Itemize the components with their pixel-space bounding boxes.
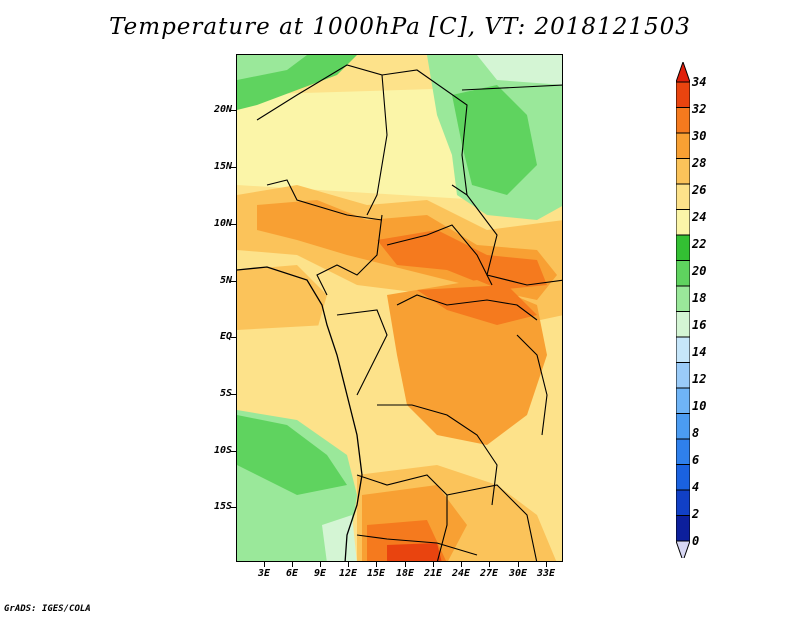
lat-tick (231, 167, 236, 168)
colorbar-swatch (676, 387, 690, 414)
colorbar-label-24: 24 (692, 210, 707, 224)
colorbar-swatch (676, 489, 690, 516)
lon-tick (292, 562, 293, 567)
lat-tick (231, 394, 236, 395)
colorbar-swatch (676, 336, 690, 363)
lon-tick (264, 562, 265, 567)
colorbar-label-12: 12 (692, 372, 707, 386)
map-title: Temperature at 1000hPa [C], VT: 20181215… (109, 14, 691, 40)
lon-tick (348, 562, 349, 567)
lat-tick (231, 507, 236, 508)
colorbar-label-4: 4 (692, 480, 700, 494)
lon-tick (320, 562, 321, 567)
lon-tick (461, 562, 462, 567)
lon-label-6e: 6E (285, 568, 299, 579)
colorbar-label-8: 8 (692, 426, 700, 440)
colorbar-min-triangle (676, 540, 690, 558)
lon-label-12e: 12E (338, 568, 358, 579)
field-south-hottest (387, 543, 442, 561)
colorbar-swatch (676, 311, 690, 338)
field-nw-pale (237, 55, 307, 80)
colorbar (676, 62, 690, 558)
lat-label-15n: 15N (213, 161, 232, 172)
colorbar-swatch (676, 362, 690, 389)
colorbar-label-32: 32 (692, 102, 707, 116)
lon-tick (376, 562, 377, 567)
colorbar-label-0: 0 (692, 534, 700, 548)
lat-label-10n: 10N (213, 218, 232, 229)
lat-tick (231, 281, 236, 282)
colorbar-swatch (676, 515, 690, 542)
colorbar-label-6: 6 (692, 453, 700, 467)
field-atlantic (237, 325, 357, 425)
colorbar-label-2: 2 (692, 507, 700, 521)
lon-tick (546, 562, 547, 567)
colorbar-swatch (676, 413, 690, 440)
lat-tick (231, 110, 236, 111)
colorbar-swatch (676, 438, 690, 465)
lon-tick (433, 562, 434, 567)
colorbar-swatch (676, 234, 690, 261)
lon-label-30e: 30E (508, 568, 528, 579)
lat-tick (231, 337, 236, 338)
colorbar-swatch (676, 209, 690, 236)
colorbar-swatch (676, 81, 690, 108)
coastline (237, 266, 363, 561)
lon-label-18e: 18E (395, 568, 415, 579)
lon-label-15e: 15E (366, 568, 386, 579)
field-sahel-hottest (377, 230, 547, 290)
lon-label-33e: 33E (536, 568, 556, 579)
lon-label-3e: 3E (257, 568, 271, 579)
colorbar-label-20: 20 (692, 264, 707, 278)
colorbar-label-26: 26 (692, 183, 707, 197)
colorbar-swatch (676, 107, 690, 134)
field-sw-pale (322, 515, 357, 561)
colorbar-label-22: 22 (692, 237, 707, 251)
colorbar-label-28: 28 (692, 156, 707, 170)
field-sw-green-dark (237, 415, 347, 495)
colorbar-label-16: 16 (692, 318, 707, 332)
lat-tick (231, 224, 236, 225)
field-gulf-warm (237, 265, 327, 335)
colorbar-label-30: 30 (692, 129, 707, 143)
lon-label-24e: 24E (451, 568, 471, 579)
colorbar-label-34: 34 (692, 75, 707, 89)
lon-label-21e: 21E (423, 568, 443, 579)
colorbar-label-14: 14 (692, 345, 707, 359)
lat-label-5s: 5S (219, 388, 232, 399)
colorbar-swatch (676, 285, 690, 312)
lat-label-20n: 20N (213, 104, 232, 115)
lat-label-15s: 15S (213, 501, 232, 512)
colorbar-label-18: 18 (692, 291, 707, 305)
lat-label-10s: 10S (213, 445, 232, 456)
colorbar-swatch (676, 183, 690, 210)
lon-label-9e: 9E (313, 568, 327, 579)
lon-tick (489, 562, 490, 567)
colorbar-label-10: 10 (692, 399, 707, 413)
lat-label-5n: 5N (219, 275, 232, 286)
temperature-map (236, 54, 563, 562)
lat-tick (231, 451, 236, 452)
lon-tick (405, 562, 406, 567)
lat-label-eq: EQ (219, 331, 232, 342)
colorbar-swatch (676, 260, 690, 287)
colorbar-swatch (676, 464, 690, 491)
lon-tick (518, 562, 519, 567)
country-borders (256, 64, 562, 561)
temperature-field (237, 55, 562, 561)
field-congo-hot (417, 285, 537, 325)
colorbar-swatch (676, 158, 690, 185)
colorbar-max-triangle (676, 62, 690, 83)
grads-credit: GrADS: IGES/COLA (4, 604, 91, 614)
colorbar-swatch (676, 132, 690, 159)
field-ne-green-dark (452, 85, 537, 195)
lon-label-27e: 27E (479, 568, 499, 579)
field-ne-pale (477, 55, 562, 85)
